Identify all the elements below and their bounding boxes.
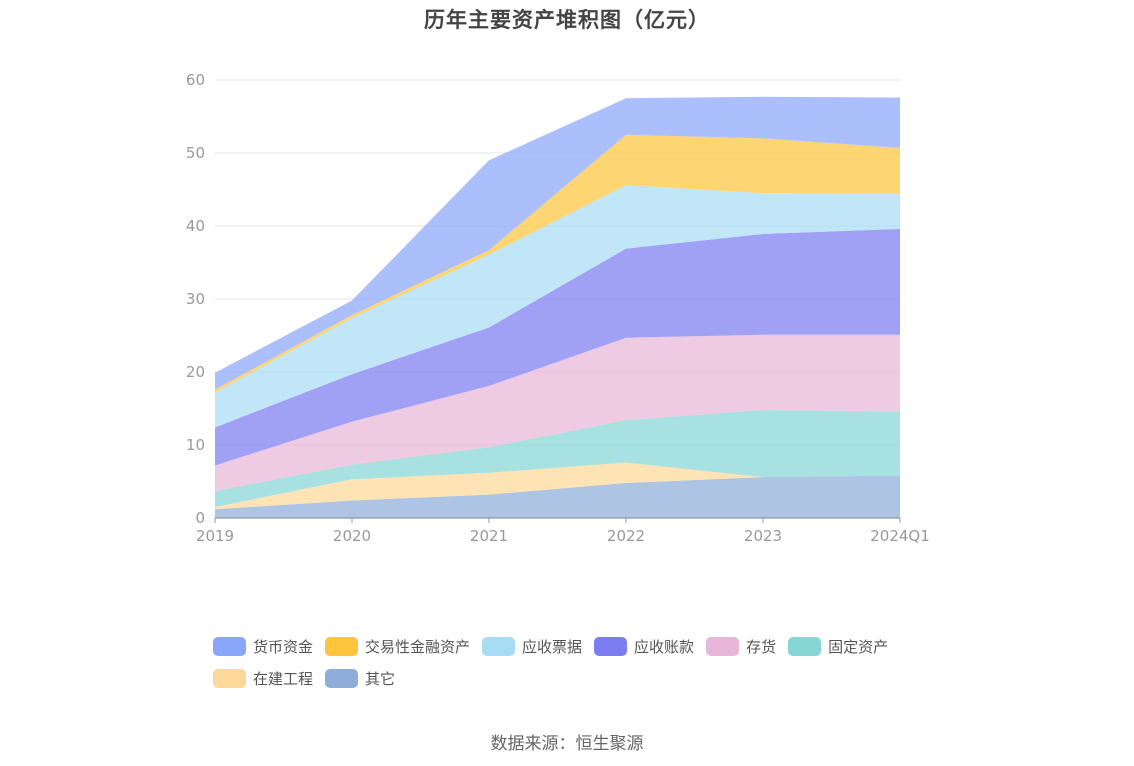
y-tick-label: 50 <box>186 144 205 162</box>
legend-row: 在建工程 其它 <box>213 662 973 694</box>
x-tick-label: 2023 <box>744 527 782 545</box>
legend-item[interactable]: 应收票据 <box>482 636 582 657</box>
area-series-5 <box>215 228 900 466</box>
y-tick-label: 0 <box>195 509 205 527</box>
y-tick-label: 60 <box>186 71 205 89</box>
legend-item[interactable]: 固定资产 <box>788 636 888 657</box>
area-series-7 <box>215 134 900 393</box>
legend-swatch <box>213 668 246 688</box>
legend-swatch <box>325 636 359 656</box>
legend-swatch <box>325 668 359 688</box>
legend-swatch <box>594 636 628 656</box>
legend-swatch <box>706 636 740 656</box>
y-tick-label: 20 <box>186 363 205 381</box>
y-tick-label: 30 <box>186 290 205 308</box>
legend-row: 货币资金 交易性金融资产 应收票据 应收账款 存货 固定资产 <box>213 630 973 662</box>
legend-label: 交易性金融资产 <box>365 637 471 656</box>
area-chart: 0 10 20 30 40 50 60 2019 2020 2021 2022 2023 2024Q1 <box>186 71 930 545</box>
area-series-3 <box>215 409 900 508</box>
chart-title: 历年主要资产堆积图（亿元） <box>424 8 710 32</box>
x-tick-label: 2024Q1 <box>870 527 930 545</box>
legend-label: 存货 <box>746 637 777 656</box>
legend-swatch <box>788 636 822 656</box>
legend-item[interactable]: 其它 <box>325 668 395 689</box>
x-tick-label: 2019 <box>196 527 234 545</box>
legend-swatch <box>213 636 246 656</box>
area-series-1 <box>215 475 900 518</box>
legend-label: 其它 <box>365 669 396 688</box>
legend-label: 固定资产 <box>828 637 889 656</box>
legend: 货币资金 交易性金融资产 应收票据 应收账款 存货 固定资产 在建工程 其它 <box>213 630 973 694</box>
x-tick-label: 2020 <box>333 527 371 545</box>
y-tick-label: 10 <box>186 436 205 454</box>
legend-item[interactable]: 货币资金 <box>213 636 313 657</box>
y-tick-label: 40 <box>186 217 205 235</box>
area-series-2 <box>215 462 900 510</box>
area-series-6 <box>215 185 900 428</box>
legend-label: 货币资金 <box>253 637 314 656</box>
source-note: 数据来源：恒生聚源 <box>490 734 644 754</box>
legend-swatch <box>482 636 516 656</box>
x-tick-label: 2022 <box>607 527 645 545</box>
legend-label: 应收账款 <box>634 637 695 656</box>
legend-item[interactable]: 在建工程 <box>213 668 313 689</box>
area-series-8 <box>215 96 900 390</box>
legend-label: 在建工程 <box>253 669 314 688</box>
legend-item[interactable]: 交易性金融资产 <box>325 636 470 657</box>
legend-label: 应收票据 <box>522 637 583 656</box>
x-tick-label: 2021 <box>470 527 508 545</box>
legend-item[interactable]: 应收账款 <box>594 636 694 657</box>
area-series-4 <box>215 334 900 491</box>
legend-item[interactable]: 存货 <box>706 636 776 657</box>
